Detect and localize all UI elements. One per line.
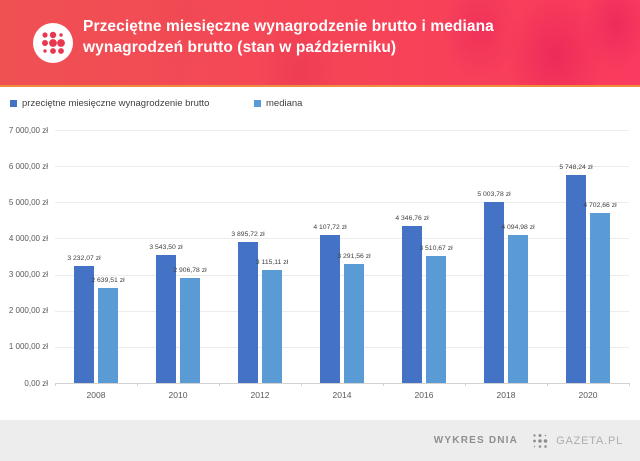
bar-median-2012 [262, 270, 282, 383]
bar-value-label: 3 543,50 zł [149, 243, 183, 251]
legend-item-median: mediana [254, 98, 302, 109]
bar-value-label: 3 115,11 zł [255, 259, 289, 267]
bar-average-2018 [484, 202, 504, 383]
x-axis-category-label: 2008 [86, 390, 106, 400]
x-axis-tick [547, 383, 548, 386]
y-gridline [55, 130, 629, 131]
bar-average-2016 [402, 225, 422, 383]
bar-value-label: 2 906,78 zł [173, 266, 207, 274]
bar-value-label: 5 748,24 zł [559, 164, 593, 172]
x-axis-category-label: 2018 [496, 390, 516, 400]
footer-brand-label: GAZETA.PL [556, 434, 623, 447]
bar-average-2020 [566, 175, 586, 383]
bar-average-2012 [238, 242, 258, 383]
bar-median-2020 [590, 213, 610, 383]
y-axis-tick-label: 6 000,00 zł [8, 161, 48, 171]
bar-average-2008 [74, 266, 94, 383]
y-axis-tick-label: 4 000,00 zł [8, 233, 48, 243]
y-gridline [55, 274, 629, 276]
bar-value-label: 5 003,78 zł [477, 191, 511, 199]
chart-legend: przeciętne miesięczne wynagrodzenie brut… [0, 98, 640, 112]
bar-value-label: 3 895,72 zł [231, 231, 265, 239]
bar-value-label: 3 232,07 zł [67, 255, 101, 263]
page-title-line2: wynagrodzeń brutto (stan w październiku) [83, 39, 397, 56]
legend-label-median: mediana [266, 98, 303, 109]
legend-swatch-average [10, 100, 17, 107]
x-axis-tick [383, 383, 384, 386]
gazeta-footer-logo-icon [533, 433, 548, 448]
gazeta-logo-icon [33, 23, 73, 63]
y-gridline [55, 166, 629, 168]
y-gridline [55, 202, 629, 204]
x-axis-tick [219, 383, 220, 386]
y-axis-tick-label: 5 000,00 zł [8, 197, 48, 207]
y-gridline [55, 310, 629, 312]
bar-average-2010 [156, 254, 176, 383]
bar-median-2008 [98, 287, 118, 383]
x-axis-category-label: 2016 [414, 390, 434, 400]
legend-swatch-median [254, 100, 261, 107]
footer-series-label: WYKRES DNIA [433, 435, 519, 446]
x-axis-category-label: 2010 [168, 390, 188, 400]
bar-value-label: 4 702,66 zł [583, 202, 617, 210]
y-gridline [55, 346, 629, 348]
bar-value-label: 3 291,56 zł [337, 253, 371, 261]
bar-value-label: 4 107,72 zł [313, 223, 347, 231]
y-axis-tick-label: 3 000,00 zł [8, 270, 48, 280]
x-axis-tick [629, 383, 630, 386]
page-title-line1: Przeciętne miesięczne wynagrodzenie brut… [83, 18, 494, 35]
y-axis-tick-label: 1 000,00 zł [8, 342, 48, 352]
bar-median-2014 [344, 264, 364, 383]
bar-value-label: 3 510,67 zł [419, 245, 453, 253]
legend-item-average: przeciętne miesięczne wynagrodzenie brut… [10, 98, 209, 109]
x-axis-category-label: 2014 [332, 390, 352, 400]
bar-average-2014 [320, 234, 340, 383]
bar-median-2016 [426, 256, 446, 383]
bar-value-label: 4 346,76 zł [395, 214, 429, 222]
y-axis-tick-label: 2 000,00 zł [8, 306, 48, 316]
x-axis-tick [137, 383, 138, 386]
y-gridline [55, 238, 629, 240]
x-axis-category-label: 2020 [578, 390, 598, 400]
x-axis-tick [465, 383, 466, 386]
header-accent-divider [0, 85, 640, 87]
bar-median-2018 [508, 234, 528, 383]
y-axis-tick-label: 0,00 zł [24, 378, 48, 388]
bar-median-2010 [180, 277, 200, 383]
bar-value-label: 4 094,98 zł [501, 223, 535, 231]
x-axis-category-label: 2012 [250, 390, 270, 400]
header-banner: Przeciętne miesięczne wynagrodzenie brut… [0, 0, 640, 85]
footer-bar: WYKRES DNIA GAZETA.PL [0, 420, 640, 461]
legend-label-average: przeciętne miesięczne wynagrodzenie brut… [22, 98, 210, 109]
page-title: Przeciętne miesięczne wynagrodzenie brut… [83, 16, 613, 58]
y-axis-tick-label: 7 000,00 zł [8, 125, 48, 135]
x-axis-line [55, 383, 629, 384]
x-axis-tick [301, 383, 302, 386]
x-axis-tick [55, 383, 56, 386]
bar-value-label: 2 639,51 zł [91, 276, 125, 284]
